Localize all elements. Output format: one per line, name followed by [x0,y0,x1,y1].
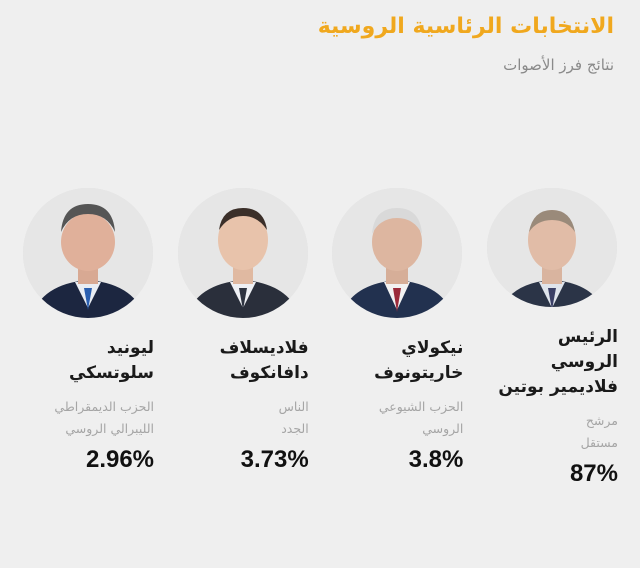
candidates-row: الرئيس الروسي فلاديمير بوتين مرشح مستقل … [22,188,618,488]
candidate-card: الرئيس الروسي فلاديمير بوتين مرشح مستقل … [486,188,618,488]
candidate-photo [177,188,308,318]
candidate-photo [487,188,617,307]
candidate-name: ليونيد سلوتسكي [68,338,155,383]
candidate-party: الحزب الشيوعي الروسي [378,399,464,436]
candidate-photo [332,188,463,318]
candidate-percent: 2.96% [85,446,155,473]
page-title: الانتخابات الرئاسية الروسية [317,14,614,39]
candidate-card: نيكولاي خاريتونوف الحزب الشيوعي الروسي 3… [331,188,463,488]
candidate-name: نيكولاي خاريتونوف [374,338,464,383]
candidate-percent: 3.73% [240,446,309,473]
candidate-party: الحزب الديمقراطي الليبرالي الروسي [54,399,155,436]
candidate-card: فلاديسلاف دافانكوف الناس الجدد 3.73% [177,188,309,488]
candidate-percent: 3.8% [408,446,464,473]
candidate-name: الرئيس الروسي فلاديمير بوتين [498,327,618,397]
candidate-party: مرشح مستقل [580,413,618,450]
candidate-photo [23,188,154,318]
candidate-name: فلاديسلاف دافانكوف [219,338,309,383]
candidate-party: الناس الجدد [278,399,309,436]
page-subtitle: نتائج فرز الأصوات [503,56,614,74]
candidate-percent: 87% [569,460,618,487]
candidate-card: ليونيد سلوتسكي الحزب الديمقراطي الليبرال… [22,188,154,488]
